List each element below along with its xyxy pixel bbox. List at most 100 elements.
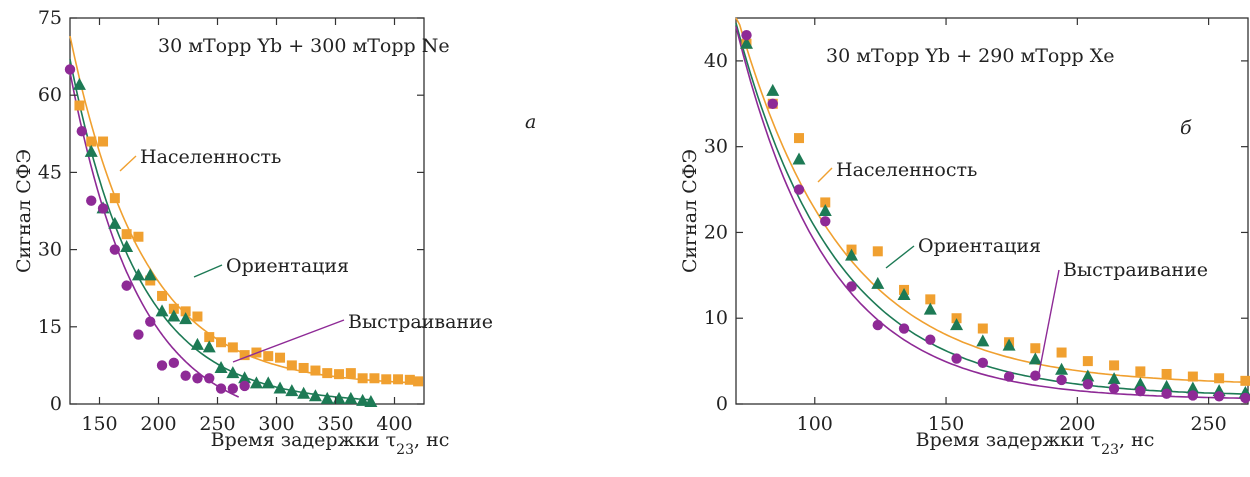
point-population	[180, 306, 191, 317]
point-orientation	[976, 334, 990, 347]
plot-frame-a	[69, 17, 425, 405]
point-population	[239, 350, 250, 361]
point-orientation	[214, 360, 228, 373]
point-population	[310, 365, 321, 376]
y-tick-label: 10	[704, 307, 728, 329]
annotation-leader-alignment	[1037, 269, 1060, 379]
point-orientation	[108, 216, 122, 229]
point-population	[157, 290, 168, 301]
point-alignment	[872, 319, 883, 331]
point-alignment	[793, 184, 805, 195]
point-population	[1082, 356, 1093, 367]
point-alignment	[192, 373, 203, 384]
annotations-a: Населенность Ориентация Выстраивание	[119, 146, 493, 363]
point-population	[345, 368, 356, 379]
point-alignment	[180, 370, 191, 381]
point-orientation	[297, 386, 311, 399]
point-population	[227, 342, 238, 353]
point-orientation	[1133, 377, 1147, 390]
point-alignment	[133, 329, 144, 340]
y-tick-label: 30	[704, 136, 728, 158]
x-tick-label: 250	[1190, 413, 1226, 435]
point-population	[1056, 347, 1067, 358]
point-population	[925, 294, 936, 305]
y-tick-label: 30	[38, 239, 62, 261]
point-alignment	[76, 126, 88, 137]
point-orientation	[356, 393, 370, 406]
data-points-a	[64, 64, 424, 407]
plot-frame-b	[735, 17, 1249, 405]
axis-ticks-b: 100 150 200 250 0 10 20 30 40	[704, 18, 1248, 435]
point-orientation	[1055, 362, 1069, 375]
panel-title-b: 30 мТорр Yb + 290 мТорр Xe	[826, 45, 1115, 67]
point-alignment	[1030, 370, 1041, 381]
point-population	[820, 197, 831, 208]
point-population	[133, 231, 144, 242]
point-alignment	[1003, 371, 1015, 382]
point-orientation	[155, 304, 169, 317]
point-alignment	[977, 357, 989, 369]
point-orientation	[273, 381, 287, 394]
point-orientation	[167, 309, 181, 322]
point-alignment	[64, 64, 76, 75]
y-tick-label: 75	[38, 7, 62, 29]
point-population	[286, 360, 297, 371]
point-alignment	[1056, 374, 1067, 386]
point-alignment	[1213, 391, 1225, 402]
point-population	[275, 352, 286, 363]
point-population	[1187, 371, 1198, 382]
point-population	[404, 374, 415, 385]
x-axis-label-a: Время задержки τ23, нс	[211, 429, 450, 458]
point-orientation	[261, 376, 275, 389]
y-tick-label: 20	[704, 221, 728, 243]
fit-line-population	[735, 17, 1249, 384]
point-population	[322, 368, 333, 379]
point-orientation	[845, 248, 859, 261]
y-tick-label: 15	[38, 316, 62, 338]
x-tick-label: 150	[81, 413, 117, 435]
point-alignment	[168, 357, 180, 369]
point-orientation	[238, 371, 252, 384]
point-orientation	[131, 268, 145, 281]
point-population	[263, 351, 274, 362]
point-population	[1240, 375, 1250, 386]
point-population	[1109, 360, 1120, 371]
annotation-label-population: Населенность	[836, 159, 977, 181]
y-tick-label: 45	[38, 161, 62, 183]
annotation-leader-population	[119, 155, 137, 172]
annotation-leader-orientation	[193, 264, 223, 278]
x-axis-label-b: Время задержки τ23, нс	[916, 429, 1155, 458]
point-population	[216, 337, 227, 348]
panel-a: 150 200 250 300 350 400 0 15 30 45 60 75 Населеннос…	[13, 7, 536, 458]
point-alignment	[239, 380, 250, 392]
point-population	[145, 275, 156, 286]
point-alignment	[1240, 392, 1250, 404]
point-orientation	[1186, 381, 1200, 394]
x-tick-label: 200	[140, 413, 176, 435]
y-axis-label-a: Сигнал СФЭ	[13, 149, 35, 273]
y-tick-label: 60	[38, 84, 62, 106]
point-orientation	[143, 268, 157, 281]
annotations-b: Населенность Ориентация Выстраивание	[817, 159, 1208, 379]
point-alignment	[156, 360, 168, 371]
point-alignment	[820, 216, 831, 227]
axis-ticks-a: 150 200 250 300 350 400 0 15 30 45 60 75	[38, 7, 424, 435]
point-orientation	[320, 391, 334, 404]
point-orientation	[202, 340, 216, 353]
point-orientation	[190, 337, 204, 350]
panel-letter-a: а	[525, 111, 536, 133]
point-alignment	[227, 383, 239, 394]
point-orientation	[1160, 379, 1174, 392]
y-axis-label-b: Сигнал СФЭ	[679, 149, 701, 273]
annotation-label-population: Населенность	[140, 146, 281, 168]
panel-title-a: 30 мТорр Yb + 300 мТорр Ne	[158, 35, 450, 57]
panel-b: 100 150 200 250 0 10 20 30 40 Населенность Ориент…	[679, 17, 1250, 458]
point-orientation	[226, 366, 240, 379]
x-tick-label: 150	[928, 413, 964, 435]
point-population	[192, 311, 203, 322]
panel-letter-b: б	[1180, 117, 1192, 139]
point-population	[204, 332, 215, 343]
point-orientation	[818, 204, 832, 216]
point-alignment	[1161, 388, 1172, 399]
